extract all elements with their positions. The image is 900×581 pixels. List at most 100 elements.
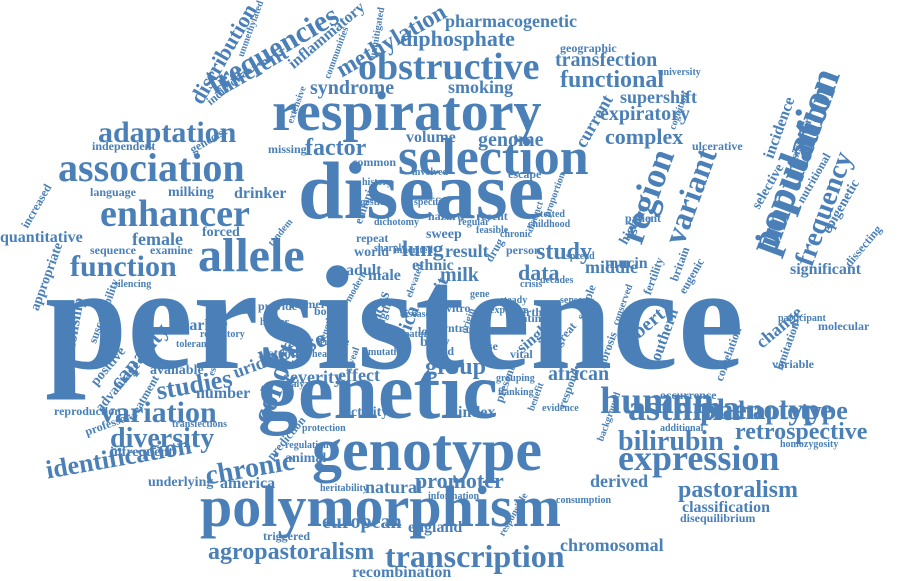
cloud-word-adaptation: adaptation (98, 116, 237, 149)
cloud-word-classification: classification (682, 499, 770, 516)
cloud-word-person: person (506, 243, 541, 257)
cloud-word-sweep: sweep (426, 227, 462, 242)
cloud-word-triggered: triggered (263, 529, 311, 543)
cloud-word-dichotomy: dichotomy (374, 217, 419, 228)
cloud-word-world: world (354, 245, 389, 260)
cloud-word-heritability: heritability (320, 483, 368, 494)
cloud-word-analyze: analyze (281, 379, 314, 390)
cloud-word-adult: adult (346, 262, 382, 279)
cloud-word-regulation: regulation (285, 440, 329, 451)
cloud-word-chromosomal: chromosomal (560, 535, 664, 555)
cloud-word-phenotype: phenotype (700, 393, 834, 426)
cloud-word-human: human (600, 380, 715, 422)
cloud-word-reproduction: reproduction (54, 404, 121, 418)
cloud-word-vitro: vitro (446, 301, 471, 315)
cloud-word-childhood: childhood (528, 219, 571, 230)
cloud-word-tolerance: tolerance (176, 339, 216, 350)
cloud-word-expression: expression (618, 438, 780, 478)
cloud-word-missing: missing (268, 142, 307, 156)
cloud-word-middle: middle (585, 257, 639, 277)
cloud-word-expiratory: expiratory (600, 103, 690, 125)
cloud-word-volume: volume (406, 129, 456, 146)
cloud-word-participant: participant (778, 313, 826, 324)
cloud-word-homozygosity: homozygosity (780, 439, 839, 450)
cloud-word-history: history (362, 177, 392, 188)
cloud-word-function: function (70, 250, 177, 283)
cloud-word-consumption: consumption (556, 495, 612, 506)
cloud-word-uniform: uniform (466, 325, 501, 336)
cloud-word-bilirubin: bilirubin (618, 426, 724, 457)
cloud-word-inherited: inherited (394, 245, 433, 256)
cloud-word-dissecting: dissecting (841, 222, 885, 270)
cloud-word-variation: variation (100, 396, 217, 429)
cloud-word-allele: allele (198, 229, 305, 282)
cloud-word-retrospective: retrospective (735, 419, 868, 445)
cloud-word-ulcerative: ulcerative (692, 139, 743, 153)
cloud-word-infrequent: infrequent (110, 445, 173, 460)
cloud-word-common: common (352, 155, 396, 169)
cloud-word-escape: escape (508, 167, 542, 181)
cloud-word-group: group (425, 354, 486, 380)
cloud-word-tested: tested (540, 209, 565, 220)
cloud-word-exposure: exposure (490, 305, 529, 316)
cloud-word-milk: milk (440, 264, 479, 286)
cloud-word-increased: increased (18, 181, 55, 231)
cloud-word-diversity: diversity (110, 423, 215, 454)
cloud-word-europe: europe (320, 337, 350, 348)
cloud-word-persistence: persistence (45, 237, 744, 401)
cloud-word-forced: forced (202, 225, 240, 240)
cloud-word-lower: lower (418, 324, 447, 338)
cloud-word-regulatory: regulatory (200, 329, 245, 340)
cloud-word-independent: independent (92, 139, 156, 153)
cloud-word-pastoralism: pastoralism (678, 477, 798, 503)
cloud-word-cause: cause (470, 339, 498, 353)
cloud-word-vital: vital (510, 347, 533, 361)
cloud-word-geographic: geographic (560, 41, 617, 55)
cloud-word-genotype: genotype (312, 417, 542, 483)
cloud-word-occurrence: occurrence (660, 388, 717, 402)
cloud-word-promoter: promoter (415, 468, 504, 493)
cloud-word-gene: gene (470, 289, 490, 300)
cloud-word-diphosphate: diphosphate (400, 26, 515, 51)
cloud-word-genetic: genetic (258, 348, 498, 436)
cloud-word-protection: protection (302, 423, 346, 434)
cloud-word-transfection: transfection (555, 49, 658, 71)
cloud-word-flanking: flanking (498, 387, 534, 398)
cloud-word-polymorphism: polymorphism (200, 474, 561, 539)
cloud-word-agropastoralism: agropastoralism (208, 539, 375, 565)
cloud-word-latin: latin (518, 311, 542, 325)
cloud-word-feasible: feasible (476, 225, 509, 236)
cloud-word-derived: derived (590, 471, 648, 491)
cloud-word-silencing: silencing (114, 279, 152, 290)
cloud-word-spread: spread (566, 251, 595, 262)
cloud-word-association: association (58, 145, 245, 190)
cloud-word-steady: steady (500, 295, 528, 306)
cloud-word-england: england (408, 519, 463, 536)
cloud-word-effect: effect (338, 365, 380, 385)
cloud-word-marker: marker (176, 317, 228, 334)
cloud-word-strong: strong (268, 347, 306, 362)
cloud-word-milking: milking (168, 185, 214, 200)
cloud-word-sense: sense (560, 295, 583, 306)
cloud-word-enhancer: enhancer (100, 193, 250, 235)
cloud-word-transcription: transcription (385, 538, 565, 574)
cloud-word-evidence: evidence (542, 403, 579, 414)
cloud-word-molecular: molecular (818, 319, 870, 333)
cloud-word-hazard: hazard (428, 209, 464, 223)
cloud-word-result: result (445, 241, 489, 261)
cloud-word-selection: selection (398, 129, 589, 186)
cloud-word-recombination: recombination (352, 564, 452, 581)
cloud-word-activity: activity (344, 405, 389, 420)
cloud-word-bowel: bowel (314, 304, 344, 318)
cloud-word-ethnic: ethnic (412, 257, 454, 274)
cloud-word-lung: lung (402, 236, 444, 261)
cloud-word-severity: severity (283, 367, 343, 387)
cloud-word-complex: complex (605, 124, 684, 149)
cloud-word-haplotype: haplotype (738, 396, 848, 425)
cloud-word-grouping: grouping (496, 373, 535, 384)
cloud-word-former: former (290, 297, 326, 311)
cloud-word-disease: disease (400, 309, 430, 320)
cloud-word-male: male (368, 267, 401, 284)
cloud-word-decades: decades (540, 275, 574, 286)
cloud-word-patient: patient (625, 211, 661, 225)
